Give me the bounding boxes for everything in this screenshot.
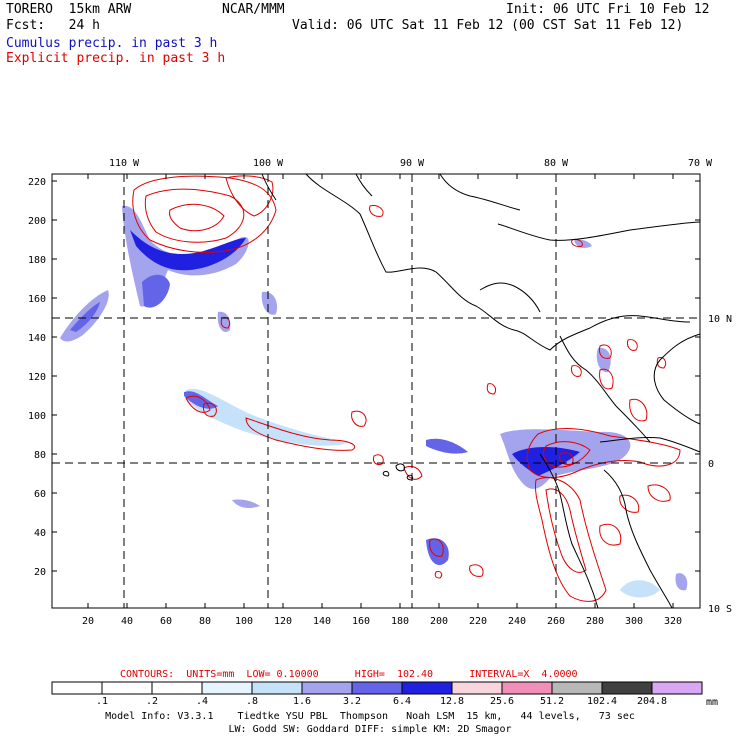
colorbar-label: 25.6: [489, 696, 515, 707]
valid-time: Valid: 06 UTC Sat 11 Feb 12 (00 CST Sat …: [292, 18, 684, 33]
physics-info-line: LW: Godd SW: Goddard DIFF: simple KM: 2D…: [228, 724, 512, 735]
colorbar-unit: mm: [706, 697, 718, 708]
y-tick-label: 80: [34, 450, 46, 461]
y-tick-label: 200: [28, 216, 46, 227]
x-tick-label: 180: [391, 616, 409, 627]
explicit-precip-contours: [132, 175, 681, 602]
lat-label-10s: 10 S: [708, 604, 732, 615]
colorbar-label: 12.8: [439, 696, 465, 707]
colorbar-label: 6.4: [392, 696, 412, 707]
latitude-labels: 10 N 0 10 S: [708, 314, 732, 615]
x-tick-label: 260: [547, 616, 565, 627]
x-tick-label: 60: [160, 616, 172, 627]
colorbar-swatch: [351, 681, 403, 695]
colorbar-swatch: [201, 681, 253, 695]
x-tick-label: 220: [469, 616, 487, 627]
graticule: [52, 174, 700, 608]
lat-label-10n: 10 N: [708, 314, 732, 325]
model-name: TORERO 15km ARW: [6, 2, 132, 17]
colorbar-label: .8: [245, 696, 259, 707]
axis-ticks: [52, 174, 700, 608]
x-tick-label: 240: [508, 616, 526, 627]
y-tick-label: 100: [28, 411, 46, 422]
colorbar-label: .2: [145, 696, 159, 707]
colorbar-swatch: [451, 681, 503, 695]
x-tick-labels: 20 40 60 80 100 120 140 160 180 200 220 …: [82, 616, 682, 627]
y-tick-label: 60: [34, 489, 46, 500]
colorbar-swatch: [551, 681, 603, 695]
explicit-legend-line: Explicit precip. in past 3 h: [6, 51, 226, 66]
colorbar-label: 1.6: [292, 696, 312, 707]
colorbar-swatch: [651, 681, 703, 695]
y-tick-label: 140: [28, 333, 46, 344]
organization: NCAR/MMM: [222, 2, 285, 17]
x-tick-label: 320: [664, 616, 682, 627]
y-tick-label: 180: [28, 255, 46, 266]
colorbar-swatch: [101, 681, 153, 695]
longitude-labels: 110 W 100 W 90 W 80 W 70 W: [109, 158, 713, 169]
x-tick-label: 100: [235, 616, 253, 627]
colorbar-label: 204.8: [636, 696, 668, 707]
y-tick-label: 160: [28, 294, 46, 305]
y-tick-label: 40: [34, 528, 46, 539]
x-tick-label: 80: [199, 616, 211, 627]
lon-label-110w: 110 W: [109, 158, 140, 169]
y-tick-label: 20: [34, 567, 46, 578]
cumulus-legend-line: Cumulus precip. in past 3 h: [6, 36, 218, 51]
x-tick-label: 40: [121, 616, 133, 627]
colorbar-label: 3.2: [342, 696, 362, 707]
colorbar-swatch: [301, 681, 353, 695]
x-tick-label: 20: [82, 616, 94, 627]
colorbar-label: .4: [195, 696, 209, 707]
y-tick-labels: 220 200 180 160 140 120 100 80 60 40 20: [28, 177, 46, 578]
colorbar-label: 51.2: [539, 696, 565, 707]
contour-info: CONTOURS: UNITS=mm LOW= 0.10000 HIGH= 10…: [120, 669, 578, 680]
colorbar-swatch: [601, 681, 653, 695]
colorbar-swatch: [51, 681, 103, 695]
forecast-hour: Fcst: 24 h: [6, 18, 100, 33]
coastlines: [261, 173, 701, 609]
x-tick-label: 200: [430, 616, 448, 627]
colorbar-swatch: [401, 681, 453, 695]
x-tick-label: 120: [274, 616, 292, 627]
x-tick-label: 300: [625, 616, 643, 627]
colorbar-label: .1: [95, 696, 109, 707]
lon-label-70w: 70 W: [688, 158, 713, 169]
cumulus-precip-areas: [60, 205, 688, 598]
colorbar: [51, 681, 703, 695]
colorbar-label: 102.4: [586, 696, 618, 707]
lat-label-0: 0: [708, 459, 714, 470]
init-time: Init: 06 UTC Fri 10 Feb 12: [506, 2, 710, 17]
model-info-line: Model Info: V3.3.1 Tiedtke YSU PBL Thomp…: [105, 711, 635, 722]
lon-label-90w: 90 W: [400, 158, 425, 169]
colorbar-swatch: [501, 681, 553, 695]
lon-label-100w: 100 W: [253, 158, 284, 169]
map-frame: [51, 173, 701, 609]
x-tick-label: 140: [313, 616, 331, 627]
colorbar-swatch: [251, 681, 303, 695]
colorbar-swatch: [151, 681, 203, 695]
y-tick-label: 220: [28, 177, 46, 188]
lon-label-80w: 80 W: [544, 158, 569, 169]
x-tick-label: 160: [352, 616, 370, 627]
y-tick-label: 120: [28, 372, 46, 383]
x-tick-label: 280: [586, 616, 604, 627]
